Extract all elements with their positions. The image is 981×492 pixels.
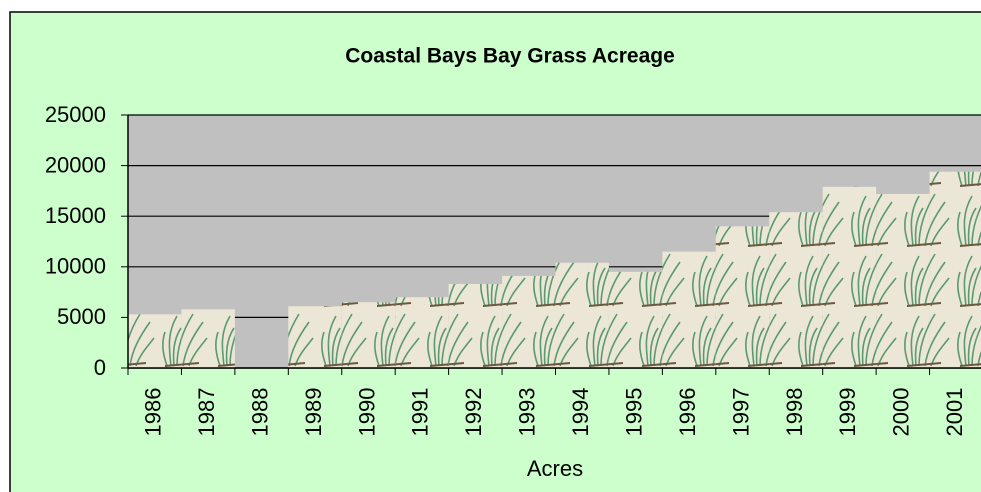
bar (555, 262, 609, 368)
y-tick-label: 5000 (57, 304, 106, 329)
chart-title: Coastal Bays Bay Grass Acreage (345, 45, 675, 68)
y-tick-label: 10000 (45, 254, 106, 279)
x-tick-label: 1993 (515, 388, 540, 437)
x-tick-label: 1988 (247, 388, 272, 437)
bar (288, 306, 342, 368)
bar (876, 193, 930, 368)
x-tick-label: 1991 (408, 388, 433, 437)
y-tick-label: 20000 (45, 152, 106, 177)
bar (341, 302, 396, 368)
x-tick-label: 1994 (568, 388, 593, 437)
x-tick-label: 2000 (889, 388, 914, 437)
x-tick-label: 1986 (141, 388, 166, 437)
y-tick-label: 25000 (45, 102, 106, 127)
x-tick-label: 1996 (675, 388, 700, 437)
bar (502, 275, 556, 368)
x-axis-label: Acres (527, 456, 583, 481)
bar (395, 297, 449, 368)
x-tick-label: 2001 (942, 388, 967, 437)
y-tick-label: 15000 (45, 203, 106, 228)
x-tick-label: 1999 (835, 388, 860, 437)
bar (662, 251, 716, 368)
bar (929, 171, 981, 368)
bar (769, 212, 823, 368)
y-tick-label: 0 (94, 355, 106, 380)
x-tick-label: 1995 (621, 388, 646, 437)
bar (822, 186, 877, 368)
x-tick-label: 1998 (782, 388, 807, 437)
x-tick-label: 1997 (728, 388, 753, 437)
x-tick-label: 1990 (354, 388, 379, 437)
bar (448, 284, 503, 368)
x-tick-label: 1989 (301, 388, 326, 437)
x-tick-label: 1992 (461, 388, 486, 437)
bar (715, 226, 770, 368)
bar (181, 309, 235, 368)
bar (128, 314, 182, 368)
x-tick-label: 1987 (194, 388, 219, 437)
bar (608, 271, 663, 368)
